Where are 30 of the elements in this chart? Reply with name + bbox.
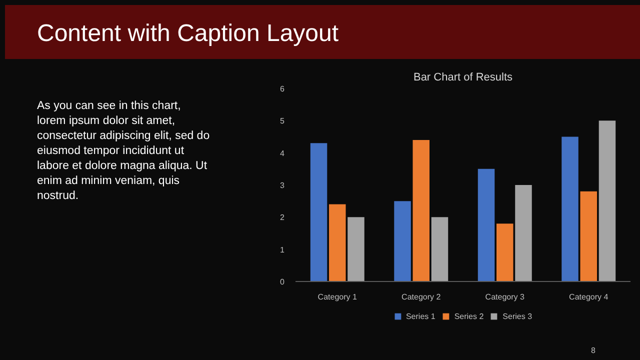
y-tick-label: 4 [280, 148, 286, 158]
x-tick-label: Category 2 [402, 292, 442, 302]
legend-label: Series 2 [454, 311, 484, 321]
bar [348, 217, 364, 282]
bar [412, 140, 430, 282]
bar [515, 185, 532, 282]
bar [394, 201, 411, 282]
bar [598, 120, 616, 282]
y-tick-label: 6 [280, 84, 286, 94]
bar [310, 143, 328, 282]
text: 8 [591, 345, 596, 356]
x-tick-label: Category 4 [569, 292, 609, 302]
bar [478, 168, 495, 282]
bar [580, 191, 597, 282]
bar [496, 224, 514, 282]
bar [562, 136, 578, 282]
y-tick-label: 3 [280, 181, 286, 190]
bar [431, 217, 448, 282]
legend-label: Series 3 [502, 311, 532, 321]
chart-title: Bar Chart of Results [413, 72, 514, 84]
y-tick-label: 5 [280, 116, 286, 126]
y-tick-label: 0 [280, 278, 286, 286]
bar [329, 204, 346, 282]
x-tick-label: Category 3 [485, 292, 525, 302]
text: Content with Caption Layout [37, 19, 339, 49]
x-tick-label: Category 1 [318, 292, 358, 302]
legend-label: Series 1 [406, 311, 436, 321]
y-tick-label: 2 [280, 213, 286, 222]
text: As you can see in this chart, lorem ipsum dolor sit amet, consectetur adipiscing elit, sed do eiusmod tempor incididunt ut labore et dolore magna aliqua. Ut enim ad minim veniam, quis nostrud. [37, 99, 210, 204]
y-tick-label: 1 [280, 245, 286, 254]
